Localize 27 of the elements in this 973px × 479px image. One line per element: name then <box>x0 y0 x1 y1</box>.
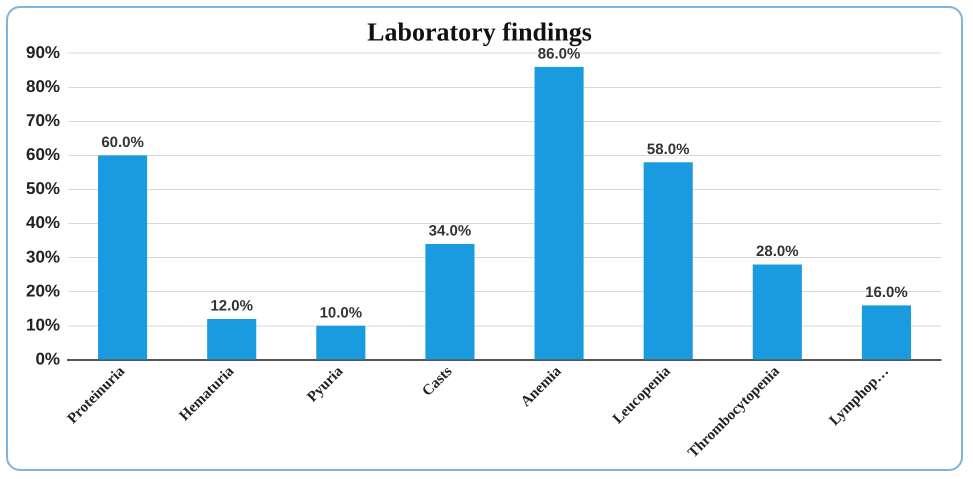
chart-title: Laboratory findings <box>367 17 592 46</box>
y-tick-label: 30% <box>26 247 60 266</box>
bar <box>644 162 693 360</box>
y-tick-label: 60% <box>26 145 60 164</box>
y-tick-label: 10% <box>26 315 60 334</box>
bar <box>534 66 584 360</box>
data-label: 12.0% <box>210 298 253 315</box>
bar <box>862 305 911 360</box>
y-tick-label: 50% <box>26 179 60 198</box>
y-tick-label: 0% <box>35 350 60 369</box>
y-tick-label: 80% <box>26 76 60 96</box>
bar <box>752 264 802 360</box>
data-label: 16.0% <box>865 284 908 301</box>
data-label: 10.0% <box>320 304 362 322</box>
y-tick-label: 40% <box>26 213 60 232</box>
bar <box>207 318 256 360</box>
bar <box>98 155 148 360</box>
data-label: 60.0% <box>101 134 144 152</box>
data-label: 58.0% <box>646 140 690 158</box>
bar <box>316 326 366 360</box>
y-tick-label: 90% <box>26 42 60 62</box>
data-label: 34.0% <box>428 222 472 240</box>
y-tick-label: 70% <box>26 111 60 130</box>
data-label: 86.0% <box>538 45 580 62</box>
bar <box>425 244 475 360</box>
y-tick-label: 20% <box>26 281 60 300</box>
data-label: 28.0% <box>756 243 799 260</box>
